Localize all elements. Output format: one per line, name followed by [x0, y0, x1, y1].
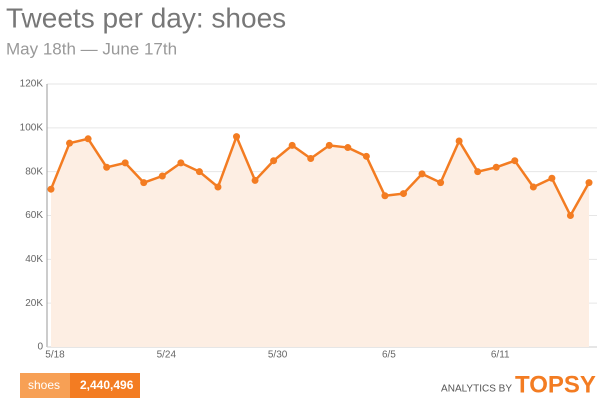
point [307, 155, 315, 163]
legend-badge[interactable] [20, 373, 70, 398]
legend-total-badge [70, 373, 140, 398]
y-tick-label: 0 [37, 342, 43, 353]
point [474, 168, 482, 176]
point [233, 133, 241, 141]
point [158, 172, 166, 180]
x-tick-label: 6/5 [382, 350, 396, 361]
point [437, 179, 445, 187]
point [585, 179, 593, 187]
y-tick-label: 80K [25, 166, 43, 177]
point [418, 170, 426, 178]
point [511, 157, 519, 165]
point [103, 163, 111, 171]
point [47, 185, 55, 193]
point [325, 141, 333, 149]
y-tick-label: 60K [25, 210, 43, 221]
point [381, 192, 389, 200]
x-tick-label: 6/11 [491, 350, 510, 361]
point [177, 159, 185, 167]
y-tick-label: 20K [25, 298, 43, 309]
point [344, 144, 352, 152]
point [121, 159, 129, 167]
legend-label[interactable]: shoes [28, 378, 60, 392]
point [548, 174, 556, 182]
footer-prefix: ANALYTICS BY [441, 384, 512, 395]
point [195, 168, 203, 176]
point [455, 137, 463, 145]
point [84, 135, 92, 143]
area [51, 136, 589, 347]
y-tick-label: 40K [25, 254, 43, 265]
point [362, 152, 370, 160]
point [214, 183, 222, 191]
legend-total: 2,440,496 [80, 378, 134, 392]
point [399, 190, 407, 198]
footer-brand: TOPSY [515, 371, 596, 398]
point [270, 157, 278, 165]
point [492, 163, 500, 171]
point [566, 212, 574, 219]
y-tick-label: 100K [20, 122, 44, 133]
point [251, 176, 259, 184]
x-tick-label: 5/30 [268, 350, 288, 361]
point [140, 179, 148, 187]
point [66, 139, 74, 147]
chart-title: Tweets per day: shoes [6, 2, 286, 33]
point [529, 183, 537, 191]
x-tick-label: 5/18 [45, 350, 65, 361]
y-tick-label: 120K [20, 79, 44, 90]
point [288, 141, 296, 149]
x-tick-label: 5/24 [157, 350, 177, 361]
chart-subtitle: May 18th — June 17th [6, 39, 177, 58]
